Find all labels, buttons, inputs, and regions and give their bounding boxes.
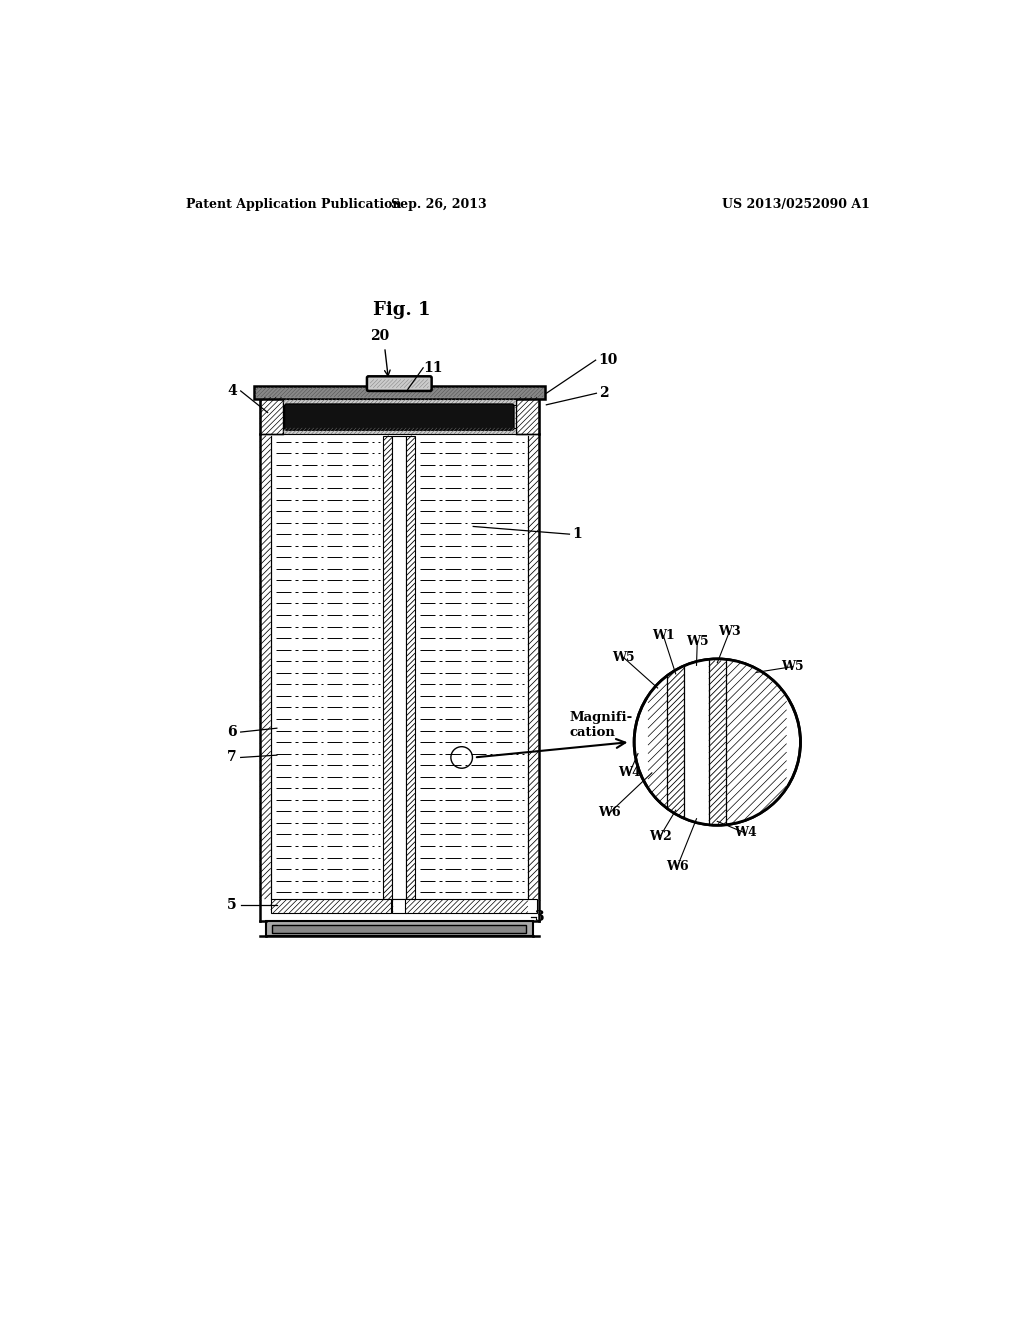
- Text: W5: W5: [686, 635, 709, 648]
- Bar: [272, 436, 382, 899]
- Text: W6: W6: [666, 861, 688, 874]
- Text: 2: 2: [599, 387, 608, 400]
- Text: W3: W3: [718, 624, 741, 638]
- Text: Magnifi-: Magnifi-: [569, 711, 633, 725]
- Text: cation: cation: [569, 726, 615, 739]
- Text: Fig. 1: Fig. 1: [373, 301, 430, 319]
- Text: W6: W6: [598, 807, 621, 820]
- Bar: [260, 389, 539, 936]
- Bar: [266, 921, 532, 936]
- FancyBboxPatch shape: [367, 376, 432, 391]
- Bar: [392, 436, 407, 899]
- Text: 1: 1: [572, 527, 583, 541]
- Text: 3: 3: [535, 909, 544, 924]
- Text: US 2013/0252090 A1: US 2013/0252090 A1: [722, 198, 869, 211]
- Bar: [283, 399, 515, 405]
- Bar: [283, 428, 515, 434]
- Text: W4: W4: [618, 767, 641, 779]
- Bar: [383, 436, 392, 899]
- Text: W1: W1: [652, 630, 675, 643]
- Text: 10: 10: [599, 354, 618, 367]
- Bar: [254, 385, 545, 399]
- Bar: [260, 397, 283, 434]
- FancyBboxPatch shape: [285, 404, 514, 430]
- Circle shape: [634, 659, 801, 825]
- Bar: [648, 659, 668, 825]
- Bar: [406, 899, 538, 913]
- Bar: [272, 925, 526, 933]
- Text: W4: W4: [733, 826, 757, 840]
- Text: Sep. 26, 2013: Sep. 26, 2013: [391, 198, 486, 211]
- Text: 5: 5: [227, 899, 237, 912]
- Text: 20: 20: [370, 329, 389, 342]
- Text: W5: W5: [612, 651, 635, 664]
- Text: 6: 6: [227, 725, 237, 739]
- Text: 11: 11: [423, 360, 443, 375]
- Bar: [407, 436, 416, 899]
- Bar: [260, 436, 270, 899]
- Bar: [270, 899, 391, 913]
- Bar: [684, 659, 709, 825]
- Text: 4: 4: [227, 384, 237, 397]
- Text: 7: 7: [227, 751, 237, 764]
- Bar: [528, 436, 539, 899]
- Bar: [392, 899, 407, 913]
- Bar: [726, 659, 786, 825]
- Bar: [416, 436, 526, 899]
- Text: Patent Application Publication: Patent Application Publication: [186, 198, 401, 211]
- Bar: [709, 659, 726, 825]
- Bar: [515, 397, 539, 434]
- Text: W2: W2: [649, 829, 672, 842]
- Bar: [668, 659, 684, 825]
- Text: W5: W5: [781, 660, 804, 673]
